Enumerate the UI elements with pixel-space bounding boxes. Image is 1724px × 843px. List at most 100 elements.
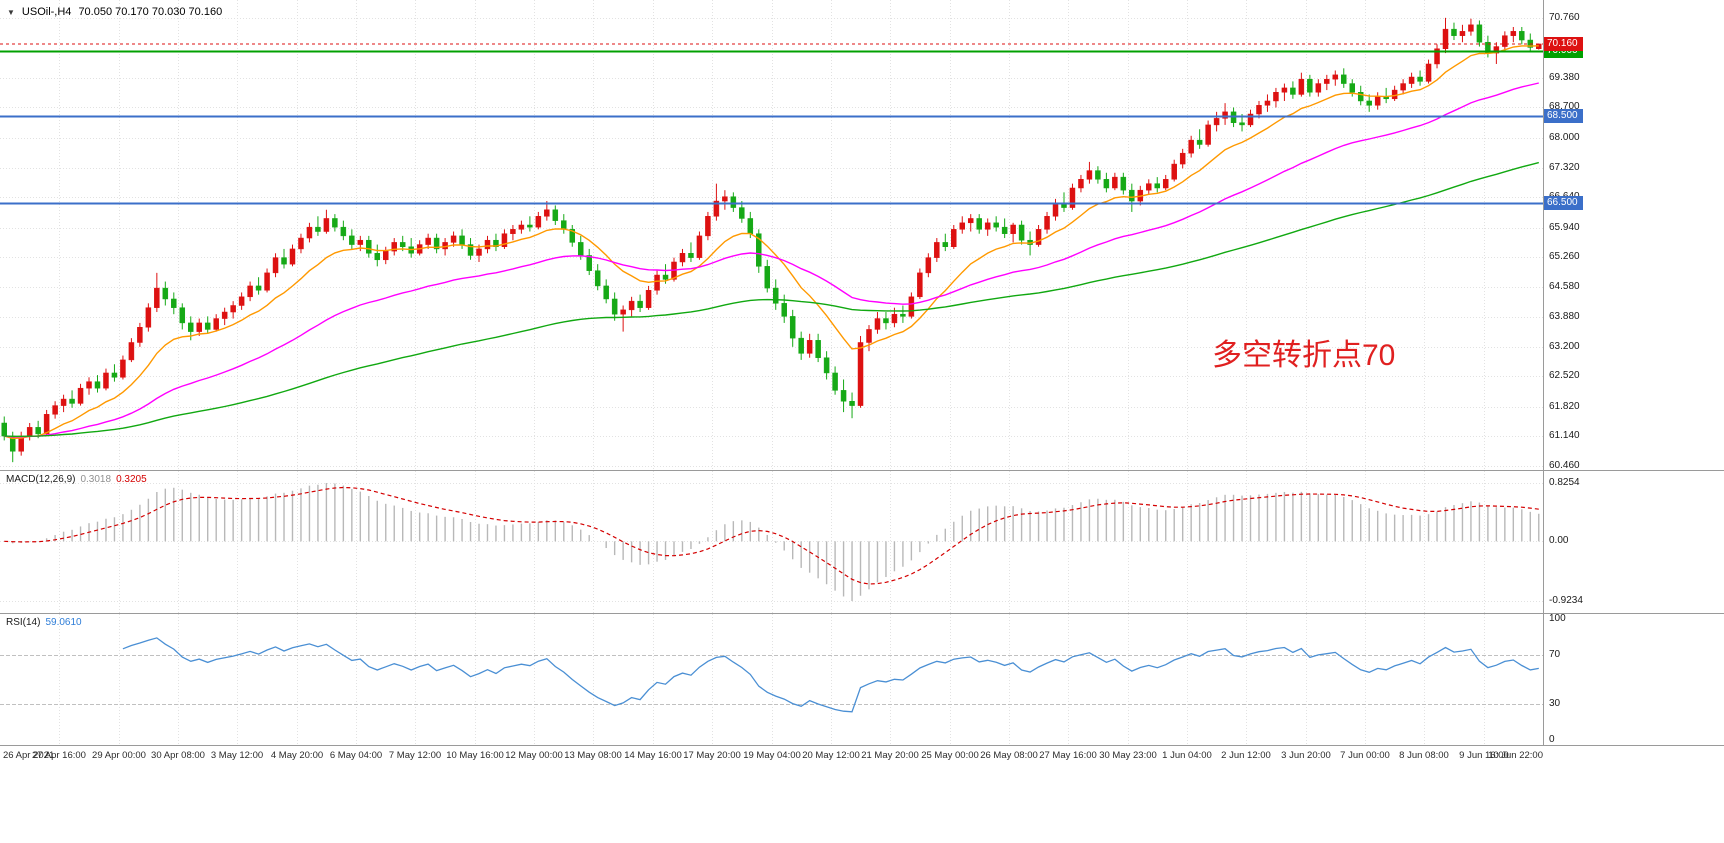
- time-axis-label: 8 Jun 08:00: [1399, 750, 1449, 761]
- candle: [52, 401, 58, 419]
- horizontal-gridlines: [0, 18, 1543, 467]
- candle: [1247, 109, 1254, 128]
- candle: [1324, 74, 1330, 91]
- chart-header: ▼ USOil-,H4 70.050 70.170 70.030 70.160: [7, 6, 222, 18]
- candle: [1425, 59, 1432, 84]
- candle: [501, 229, 508, 249]
- candle: [18, 431, 24, 456]
- macd-plot[interactable]: [0, 471, 1543, 613]
- ohlc-values: 70.050 70.170 70.030 70.160: [78, 6, 223, 18]
- candle: [1400, 79, 1406, 95]
- time-axis-label: 14 May 16:00: [624, 750, 682, 761]
- candle: [1332, 70, 1339, 86]
- candle: [1205, 120, 1211, 147]
- candle: [594, 264, 601, 291]
- rsi-axis[interactable]: 100 70 30 0: [1543, 614, 1724, 745]
- candle: [849, 392, 855, 419]
- time-axis-label: 1 Jun 04:00: [1162, 750, 1212, 761]
- macd-name: MACD(12,26,9): [6, 474, 76, 485]
- candle: [484, 235, 491, 254]
- time-axis-label: 13 May 08:00: [564, 750, 622, 761]
- candle: [332, 214, 338, 232]
- macd-panel: MACD(12,26,9) 0.3018 0.3205 0.8254 0.00 -0.9…: [0, 471, 1724, 613]
- candle: [688, 242, 694, 262]
- candle: [637, 294, 643, 313]
- rsi-plot[interactable]: [0, 614, 1543, 745]
- axis-value-label: 100: [1549, 614, 1566, 624]
- candle: [654, 270, 660, 295]
- candle: [967, 214, 974, 232]
- candle: [739, 201, 745, 223]
- candle: [1341, 68, 1347, 88]
- candle: [611, 292, 618, 321]
- panel-separator[interactable]: [0, 613, 1724, 614]
- rsi-label: RSI(14) 59.0610: [6, 617, 82, 628]
- axis-value-label: 70.760: [1549, 11, 1580, 23]
- time-axis[interactable]: 26 Apr 2021 27 Apr 16:00 29 Apr 00:00 30 Ap…: [0, 746, 1724, 767]
- time-axis-label: 30 May 23:00: [1099, 750, 1157, 761]
- candle: [1196, 129, 1203, 149]
- rsi-levels: [0, 655, 1543, 705]
- candle: [1357, 85, 1364, 106]
- time-axis-label: 10 Jun 22:00: [1488, 750, 1543, 761]
- axis-value-label: 70: [1549, 649, 1561, 661]
- main-chart-plot[interactable]: [0, 0, 1543, 470]
- time-axis-label: 17 May 20:00: [683, 750, 741, 761]
- panel-separator[interactable]: [0, 745, 1724, 746]
- candle: [1112, 172, 1118, 191]
- candle: [272, 253, 279, 278]
- candle: [984, 218, 991, 236]
- candle: [374, 244, 381, 267]
- candle: [781, 294, 787, 323]
- candle: [298, 233, 304, 254]
- candle: [1519, 26, 1525, 45]
- candle: [1391, 85, 1398, 101]
- panel-separator[interactable]: [0, 470, 1724, 471]
- candle: [1154, 177, 1160, 193]
- candle: [349, 229, 355, 249]
- candle: [908, 292, 915, 319]
- candle: [1010, 222, 1016, 243]
- vertical-gridlines: [59, 614, 1485, 745]
- macd-signal-value: 0.3205: [116, 474, 147, 485]
- candle: [1069, 183, 1076, 210]
- candle: [518, 220, 525, 234]
- candle: [1001, 218, 1008, 239]
- candle: [1442, 17, 1449, 54]
- candle: [340, 220, 347, 241]
- price-axis[interactable]: 70.76069.38068.70068.00067.32066.64065.9…: [1543, 0, 1724, 470]
- candle: [289, 244, 296, 267]
- candle: [179, 303, 186, 330]
- macd-label: MACD(12,26,9) 0.3018 0.3205: [6, 474, 147, 485]
- candle: [247, 281, 253, 302]
- candle: [959, 216, 966, 234]
- candle: [1179, 148, 1186, 169]
- candle: [772, 279, 779, 310]
- time-axis-label: 30 Apr 08:00: [151, 750, 205, 761]
- candle: [221, 307, 228, 326]
- symbol-dropdown-icon[interactable]: ▼: [7, 7, 15, 17]
- candle: [69, 390, 75, 408]
- ma-slow-line: [4, 161, 1539, 437]
- candles-layer: [1, 17, 1542, 463]
- candle: [1213, 111, 1220, 132]
- candle: [917, 268, 923, 299]
- candle: [951, 224, 957, 249]
- candle: [730, 192, 737, 212]
- candle: [1086, 161, 1093, 184]
- macd-histogram: [12, 483, 1540, 601]
- macd-axis[interactable]: 0.8254 0.00 -0.9234: [1543, 471, 1724, 613]
- candle: [1035, 224, 1042, 247]
- candle: [1366, 94, 1372, 112]
- candle: [383, 246, 389, 265]
- candle: [1052, 198, 1059, 221]
- candle: [408, 238, 414, 258]
- candle: [756, 229, 762, 273]
- candle: [942, 233, 949, 252]
- price-badge: 68.500: [1544, 109, 1583, 124]
- candle: [510, 224, 516, 241]
- candle: [213, 314, 219, 332]
- time-axis-label: 19 May 04:00: [743, 750, 801, 761]
- candle: [1485, 35, 1491, 58]
